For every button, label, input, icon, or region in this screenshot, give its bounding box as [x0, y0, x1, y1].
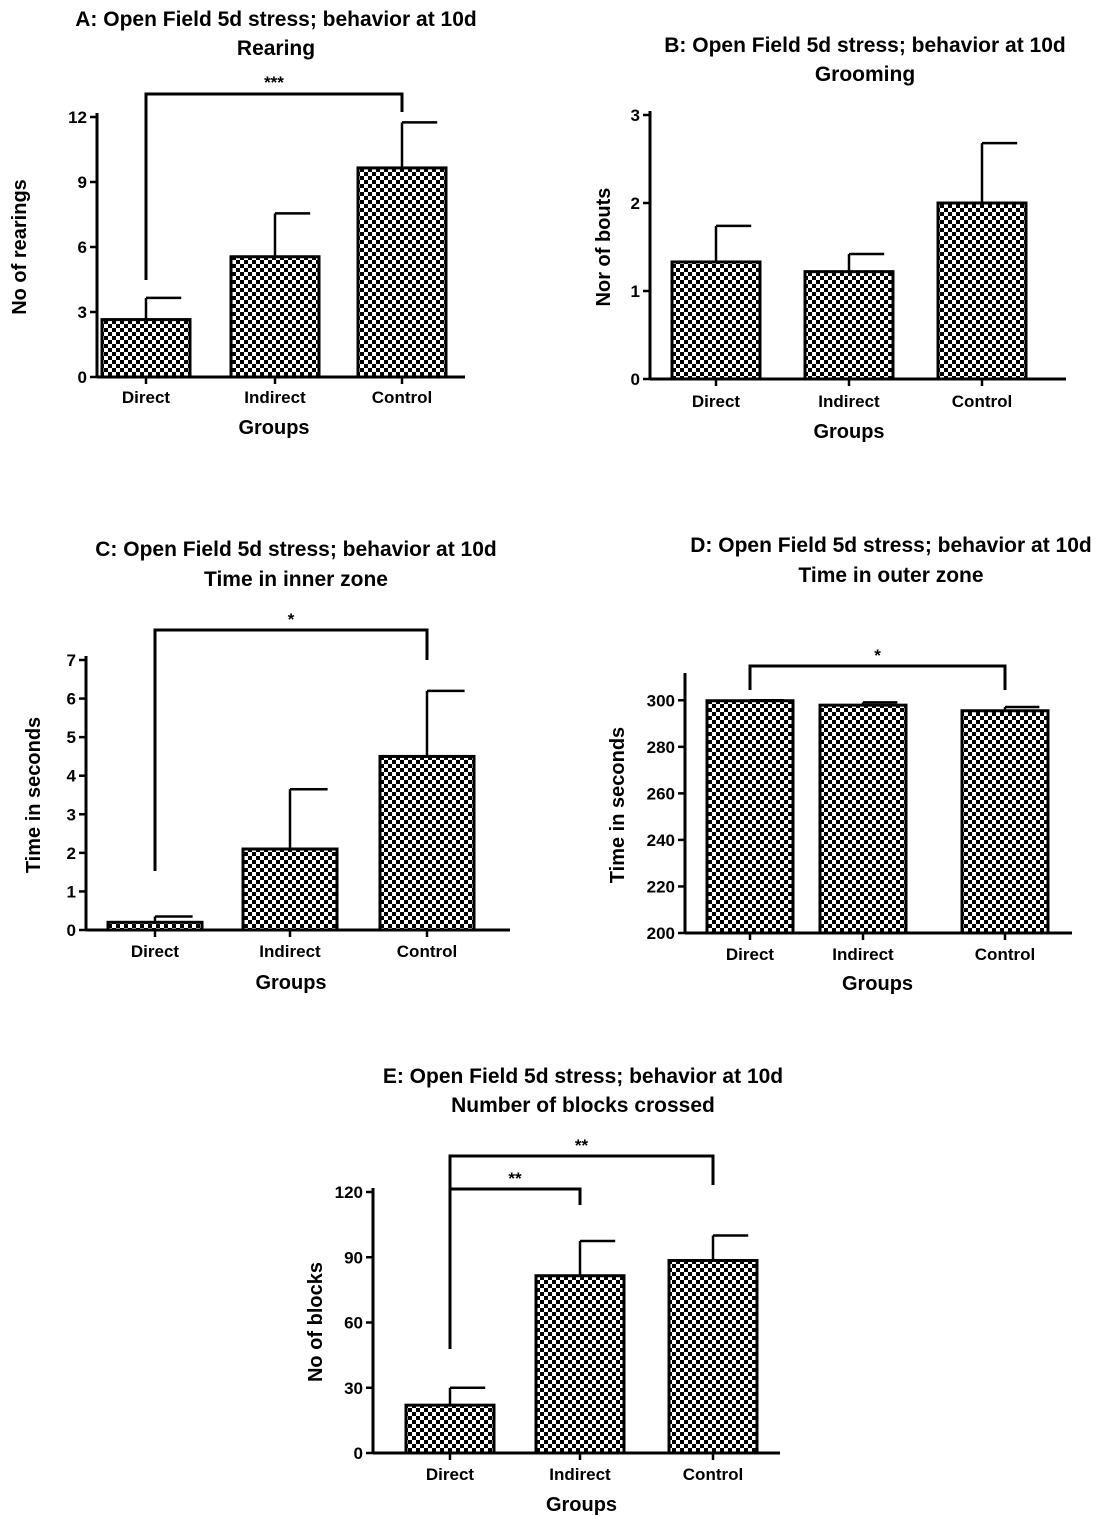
y-tick-label: 6 — [78, 238, 87, 257]
y-tick-label: 240 — [647, 831, 675, 850]
y-tick-label: 1 — [631, 282, 640, 301]
y-axis-label: Time in seconds — [23, 717, 45, 873]
bar-control — [936, 201, 1028, 381]
x-axis-label: Groups — [842, 973, 913, 995]
chart-subtitle: Rearing — [237, 37, 315, 60]
bar-direct — [404, 1403, 496, 1455]
x-tick-label: Indirect — [259, 942, 321, 961]
y-tick-label: 7 — [67, 651, 76, 670]
significance-label: *** — [264, 73, 284, 92]
bar-direct — [100, 318, 192, 379]
y-tick-label: 280 — [647, 738, 675, 757]
x-tick-label: Control — [372, 388, 432, 407]
x-axis-label: Groups — [546, 1494, 617, 1516]
significance-bracket — [448, 1154, 715, 1189]
y-tick-label: 4 — [67, 767, 77, 786]
x-tick-label: Direct — [726, 945, 775, 964]
chart-panel-e: E: Open Field 5d stress; behavior at 10d… — [305, 1065, 783, 1516]
chart-panel-a: A: Open Field 5d stress; behavior at 10d… — [9, 8, 477, 439]
y-tick-label: 12 — [68, 108, 87, 127]
x-tick-label: Control — [397, 942, 457, 961]
y-tick-label: 1 — [67, 882, 76, 901]
x-tick-label: Direct — [426, 1465, 475, 1484]
bar-control — [378, 754, 476, 932]
x-tick-label: Indirect — [818, 392, 880, 411]
y-tick-label: 30 — [344, 1379, 363, 1398]
bar-direct — [670, 260, 762, 381]
chart-subtitle: Time in inner zone — [204, 568, 388, 591]
y-axis-label: Time in seconds — [607, 727, 629, 883]
significance-bracket — [748, 664, 1007, 690]
significance-label: ** — [575, 1136, 589, 1155]
y-tick-label: 6 — [67, 690, 76, 709]
bar-indirect — [818, 703, 908, 935]
chart-title: A: Open Field 5d stress; behavior at 10d — [75, 8, 476, 31]
y-tick-label: 3 — [631, 106, 640, 125]
x-tick-label: Direct — [692, 392, 741, 411]
significance-bracket — [153, 628, 429, 871]
y-tick-label: 0 — [78, 368, 87, 387]
chart-panel-d: D: Open Field 5d stress; behavior at 10d… — [607, 534, 1092, 995]
chart-title: D: Open Field 5d stress; behavior at 10d — [690, 534, 1091, 557]
bar-indirect — [534, 1274, 626, 1455]
y-tick-label: 5 — [67, 728, 76, 747]
bar-control — [356, 166, 448, 379]
bar-control — [667, 1259, 759, 1455]
x-tick-label: Indirect — [244, 388, 306, 407]
chart-subtitle: Time in outer zone — [798, 564, 983, 587]
chart-panel-c: C: Open Field 5d stress; behavior at 10d… — [23, 538, 510, 994]
significance-bracket — [144, 92, 404, 280]
y-tick-label: 3 — [67, 805, 76, 824]
y-tick-label: 9 — [78, 173, 87, 192]
y-tick-label: 200 — [647, 924, 675, 943]
chart-panel-b: B: Open Field 5d stress; behavior at 10d… — [593, 34, 1066, 443]
y-tick-label: 60 — [344, 1314, 363, 1333]
bar-direct — [705, 699, 795, 935]
x-tick-label: Indirect — [549, 1465, 611, 1484]
bar-control — [960, 709, 1050, 935]
y-tick-label: 300 — [647, 691, 675, 710]
x-axis-label: Groups — [238, 417, 309, 439]
y-tick-label: 0 — [631, 370, 640, 389]
significance-label: * — [874, 646, 881, 665]
y-tick-label: 220 — [647, 877, 675, 896]
y-tick-label: 3 — [78, 303, 87, 322]
chart-title: C: Open Field 5d stress; behavior at 10d — [95, 538, 496, 561]
y-axis-label: Nor of bouts — [593, 188, 615, 307]
x-tick-label: Direct — [122, 388, 171, 407]
x-tick-label: Direct — [131, 942, 180, 961]
chart-title: E: Open Field 5d stress; behavior at 10d — [383, 1065, 783, 1088]
x-axis-label: Groups — [255, 972, 326, 994]
bar-indirect — [241, 847, 339, 932]
x-tick-label: Control — [952, 392, 1012, 411]
y-tick-label: 90 — [344, 1248, 363, 1267]
y-tick-label: 120 — [335, 1183, 363, 1202]
bar-indirect — [803, 270, 895, 381]
x-tick-label: Control — [975, 945, 1035, 964]
chart-subtitle: Number of blocks crossed — [451, 1094, 715, 1117]
y-tick-label: 2 — [631, 194, 640, 213]
chart-title: B: Open Field 5d stress; behavior at 10d — [664, 34, 1065, 57]
bar-indirect — [229, 255, 321, 379]
significance-label: * — [288, 610, 295, 629]
significance-label: ** — [508, 1169, 522, 1188]
y-tick-label: 260 — [647, 784, 675, 803]
x-tick-label: Control — [683, 1465, 743, 1484]
y-axis-label: No of rearings — [9, 179, 31, 315]
y-tick-label: 0 — [67, 921, 76, 940]
y-tick-label: 0 — [354, 1444, 363, 1463]
y-tick-label: 2 — [67, 844, 76, 863]
x-tick-label: Indirect — [832, 945, 894, 964]
y-axis-label: No of blocks — [305, 1262, 327, 1382]
x-axis-label: Groups — [813, 421, 884, 443]
chart-subtitle: Grooming — [815, 63, 915, 86]
significance-bracket — [448, 1187, 582, 1349]
